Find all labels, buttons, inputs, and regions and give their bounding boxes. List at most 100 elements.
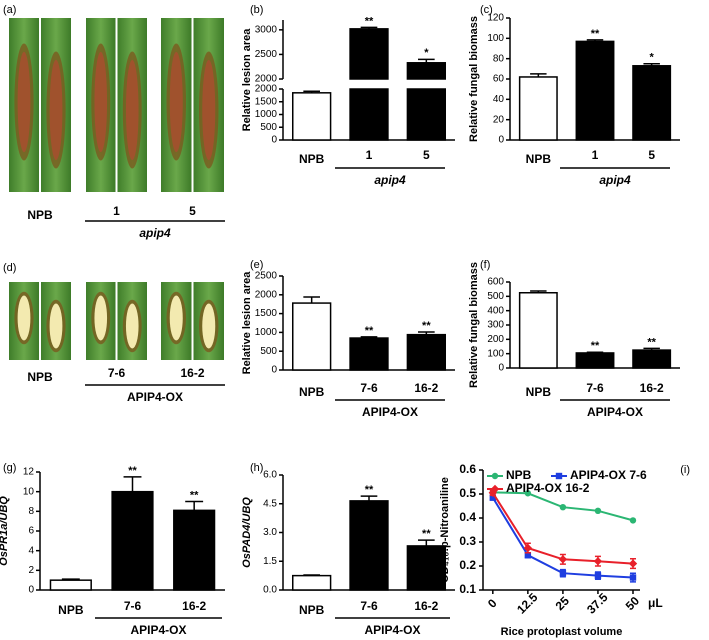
- y-tick-label: 3000: [255, 24, 278, 35]
- category-label: 1: [366, 148, 373, 162]
- group-label: APIP4-OX: [127, 390, 183, 404]
- y-tick-label: 500: [260, 122, 277, 133]
- category-label: NPB: [299, 152, 325, 166]
- y-tick-label: 0: [498, 135, 504, 146]
- y-tick-label: 0.6: [459, 462, 476, 476]
- category-label: NPB: [27, 370, 53, 384]
- significance: **: [591, 28, 600, 40]
- bar: [575, 40, 615, 141]
- y-tick-label: 0.5: [459, 486, 476, 500]
- y-tick-label: 2000: [255, 289, 278, 300]
- y-tick-label: 0.3: [459, 534, 476, 548]
- x-axis-label: Rice protoplast volume: [501, 626, 623, 638]
- y-tick-label: 60: [493, 74, 505, 85]
- legend-label: APIP4-OX 16-2: [506, 481, 590, 495]
- point: [629, 574, 637, 581]
- x-tick-label: 0: [485, 596, 500, 611]
- legend-marker: [491, 472, 499, 480]
- category-label: 1: [113, 204, 120, 218]
- category-label: 16-2: [414, 381, 438, 395]
- y-tick-label: 120: [487, 13, 504, 24]
- point: [628, 559, 638, 568]
- panel-label: (h): [250, 462, 263, 474]
- x-tick-label: 12.5: [514, 590, 541, 617]
- y-tick-label: 6.0: [263, 470, 277, 481]
- error-bar: [643, 347, 660, 351]
- y-tick-label: 0: [271, 135, 277, 146]
- point: [593, 557, 603, 566]
- error-bar: [303, 574, 320, 576]
- point: [523, 543, 533, 553]
- error-bar: [530, 290, 547, 293]
- category-label: 7-6: [124, 599, 142, 613]
- y-axis-label: OD₄₁₀:p-Nitroaniline: [439, 477, 451, 583]
- y-axis-label: OsPAD4/UBQ: [241, 497, 253, 568]
- bar: [406, 545, 447, 591]
- panel-label: (c): [480, 4, 493, 16]
- significance: **: [365, 484, 374, 496]
- lesion: [169, 51, 183, 153]
- bar: [575, 352, 615, 369]
- bar: [406, 88, 447, 141]
- group-label: APIP4-OX: [362, 405, 418, 419]
- y-tick-label: 2000: [255, 84, 278, 95]
- error-bar: [303, 296, 320, 304]
- bar: [291, 302, 332, 371]
- y-tick-label: 1000: [255, 109, 278, 120]
- y-axis-label: Relative lesion area: [241, 28, 253, 132]
- group-label: apip4: [374, 173, 406, 187]
- y-tick-label: 20: [493, 114, 505, 125]
- y-tick-label: 0: [498, 363, 504, 374]
- group-label: APIP4-OX: [364, 623, 420, 637]
- category-label: 16-2: [414, 599, 438, 613]
- y-axis-label: Relative fungal biomass: [468, 262, 480, 388]
- bar: [49, 579, 92, 591]
- y-tick-label: 600: [487, 277, 504, 288]
- y-tick-label: 0.1: [459, 582, 476, 596]
- error-bar: [360, 336, 378, 339]
- y-tick-label: 0.2: [459, 558, 476, 572]
- y-tick-label: 10: [23, 486, 35, 497]
- category-label: 16-2: [182, 599, 206, 613]
- group-label: APIP4-OX: [130, 623, 186, 637]
- category-label: NPB: [27, 208, 53, 222]
- bar: [173, 509, 216, 591]
- y-tick-label: 0: [271, 365, 277, 376]
- y-tick-label: 6: [28, 526, 34, 537]
- y-tick-label: 500: [487, 291, 504, 302]
- y-tick-label: 1500: [255, 308, 278, 319]
- significance: **: [422, 528, 431, 540]
- category-label: 7-6: [108, 366, 126, 380]
- y-tick-label: 100: [487, 33, 504, 44]
- lesion: [125, 59, 139, 161]
- panel-label: (f): [480, 259, 490, 271]
- error-bar: [643, 63, 660, 66]
- category-label: NPB: [299, 385, 325, 399]
- lesion: [17, 295, 31, 341]
- category-label: 5: [423, 148, 430, 162]
- lesion: [94, 51, 108, 153]
- y-axis-label: Relative fungal biomass: [468, 16, 480, 142]
- bar: [632, 65, 672, 141]
- y-tick-label: 1.5: [263, 556, 277, 567]
- bar: [291, 574, 332, 591]
- y-axis-label: Relative lesion area: [241, 271, 253, 375]
- bar: [406, 333, 447, 371]
- point: [594, 572, 602, 579]
- legend-label: NPB: [506, 468, 532, 482]
- x-tick-label: 37.5: [584, 590, 611, 617]
- point: [524, 490, 532, 497]
- group-label: apip4: [139, 226, 171, 240]
- error-bar: [185, 500, 204, 511]
- y-tick-label: 1500: [255, 96, 278, 107]
- category-label: NPB: [58, 603, 84, 617]
- series-line: [491, 492, 634, 565]
- lesion: [49, 59, 63, 161]
- significance: **: [422, 320, 431, 332]
- category-label: 16-2: [640, 381, 664, 395]
- y-tick-label: 2500: [255, 49, 278, 60]
- lesion: [49, 303, 63, 349]
- panel-label: (d): [3, 262, 16, 274]
- bar: [291, 92, 332, 141]
